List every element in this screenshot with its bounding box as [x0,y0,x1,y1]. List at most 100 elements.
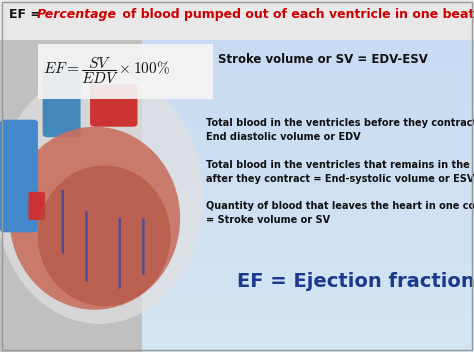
FancyBboxPatch shape [142,116,474,120]
FancyBboxPatch shape [142,38,474,42]
FancyBboxPatch shape [142,70,474,74]
FancyBboxPatch shape [142,162,474,165]
FancyBboxPatch shape [142,24,474,28]
FancyBboxPatch shape [142,338,474,341]
FancyBboxPatch shape [142,28,474,32]
Text: $EF = \dfrac{SV}{EDV} \times 100\%$: $EF = \dfrac{SV}{EDV} \times 100\%$ [43,55,170,86]
FancyBboxPatch shape [142,243,474,246]
FancyBboxPatch shape [142,0,474,4]
FancyBboxPatch shape [142,295,474,299]
FancyBboxPatch shape [142,309,474,313]
FancyBboxPatch shape [142,112,474,116]
FancyBboxPatch shape [142,3,474,7]
FancyBboxPatch shape [142,77,474,81]
FancyBboxPatch shape [142,45,474,49]
FancyBboxPatch shape [142,158,474,162]
Ellipse shape [38,165,171,306]
FancyBboxPatch shape [142,165,474,169]
FancyBboxPatch shape [142,239,474,243]
FancyBboxPatch shape [142,140,474,144]
FancyBboxPatch shape [142,102,474,106]
FancyBboxPatch shape [142,74,474,77]
FancyBboxPatch shape [142,147,474,151]
FancyBboxPatch shape [142,260,474,264]
FancyBboxPatch shape [142,313,474,317]
FancyBboxPatch shape [142,176,474,180]
FancyBboxPatch shape [90,84,137,127]
FancyBboxPatch shape [142,348,474,352]
FancyBboxPatch shape [142,197,474,201]
FancyBboxPatch shape [142,214,474,218]
FancyBboxPatch shape [0,120,38,232]
FancyBboxPatch shape [142,264,474,268]
FancyBboxPatch shape [142,207,474,211]
FancyBboxPatch shape [142,81,474,84]
FancyBboxPatch shape [142,292,474,296]
FancyBboxPatch shape [0,0,474,40]
Text: EF = Ejection fraction: EF = Ejection fraction [237,272,474,291]
FancyBboxPatch shape [142,17,474,21]
FancyBboxPatch shape [142,133,474,137]
FancyBboxPatch shape [142,278,474,282]
FancyBboxPatch shape [142,126,474,130]
FancyBboxPatch shape [142,345,474,348]
FancyBboxPatch shape [142,306,474,310]
FancyBboxPatch shape [142,56,474,60]
FancyBboxPatch shape [142,331,474,334]
FancyBboxPatch shape [142,281,474,285]
FancyBboxPatch shape [142,274,474,278]
FancyBboxPatch shape [142,67,474,70]
FancyBboxPatch shape [142,172,474,176]
FancyBboxPatch shape [142,49,474,53]
Text: Total blood in the ventricles before they contract =: Total blood in the ventricles before the… [206,118,474,128]
FancyBboxPatch shape [142,288,474,292]
FancyBboxPatch shape [142,109,474,113]
FancyBboxPatch shape [142,250,474,253]
Text: of blood pumped out of each ventricle in one beat: of blood pumped out of each ventricle in… [118,8,474,21]
FancyBboxPatch shape [142,183,474,187]
FancyBboxPatch shape [142,271,474,275]
Ellipse shape [9,127,180,310]
FancyBboxPatch shape [142,235,474,239]
Text: Quantity of blood that leaves the heart in one contraction: Quantity of blood that leaves the heart … [206,201,474,210]
FancyBboxPatch shape [142,316,474,320]
FancyBboxPatch shape [142,186,474,190]
FancyBboxPatch shape [142,320,474,324]
FancyBboxPatch shape [142,285,474,289]
FancyBboxPatch shape [142,253,474,257]
FancyBboxPatch shape [142,63,474,67]
FancyBboxPatch shape [142,169,474,172]
FancyBboxPatch shape [142,218,145,275]
FancyBboxPatch shape [142,267,474,271]
FancyBboxPatch shape [0,0,201,352]
FancyBboxPatch shape [142,225,474,229]
FancyBboxPatch shape [142,14,474,18]
FancyBboxPatch shape [142,204,474,208]
FancyBboxPatch shape [142,218,474,222]
FancyBboxPatch shape [142,88,474,92]
Text: after they contract = End-systolic volume or ESV.: after they contract = End-systolic volum… [206,174,474,184]
FancyBboxPatch shape [142,323,474,327]
Text: Stroke volume or SV = EDV-ESV: Stroke volume or SV = EDV-ESV [218,54,428,66]
FancyBboxPatch shape [142,59,474,63]
FancyBboxPatch shape [142,84,474,88]
FancyBboxPatch shape [142,52,474,56]
FancyBboxPatch shape [142,98,474,102]
FancyBboxPatch shape [142,200,474,204]
FancyBboxPatch shape [142,299,474,303]
FancyBboxPatch shape [142,232,474,236]
Text: Percentage: Percentage [36,8,117,21]
Text: EF =: EF = [9,8,46,21]
FancyBboxPatch shape [142,123,474,127]
FancyBboxPatch shape [142,119,474,123]
FancyBboxPatch shape [142,151,474,155]
FancyBboxPatch shape [142,42,474,46]
FancyBboxPatch shape [142,35,474,39]
FancyBboxPatch shape [142,91,474,95]
FancyBboxPatch shape [142,211,474,215]
FancyBboxPatch shape [142,0,474,352]
Text: = Stroke volume or SV: = Stroke volume or SV [206,215,330,225]
FancyBboxPatch shape [28,192,45,220]
FancyBboxPatch shape [142,193,474,197]
FancyBboxPatch shape [142,21,474,25]
